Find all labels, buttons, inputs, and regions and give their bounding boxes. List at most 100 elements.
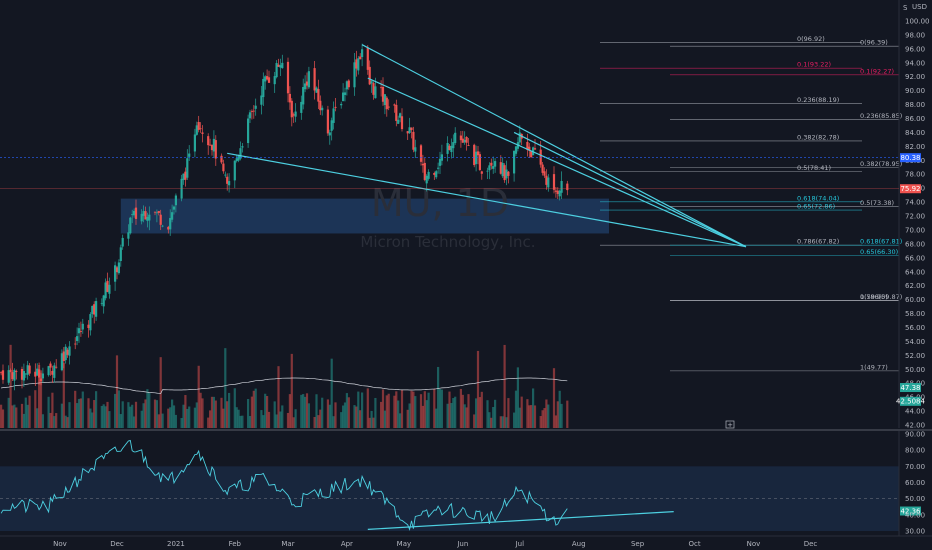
candle-body (395, 104, 398, 121)
y-tick-label: 66.00 (905, 254, 925, 262)
candle-body (9, 370, 12, 372)
fib-label: 0.236(85.85) (860, 112, 902, 120)
fib-label: 0.382(82.78) (797, 133, 839, 141)
x-tick-label: 2021 (167, 540, 185, 548)
volume-bar (435, 408, 438, 428)
rsi-axis[interactable]: 30.00 40.00 50.00 60.00 70.00 80.00 90.00 (905, 431, 925, 536)
candle-body (133, 210, 136, 216)
candle-body (463, 139, 466, 143)
volume-bar (450, 403, 453, 428)
volume-bar (220, 397, 223, 428)
volume-bar (488, 412, 491, 428)
candle-body (556, 190, 559, 194)
volume-bar (129, 406, 132, 428)
volume-bar (423, 391, 426, 428)
candle-body (104, 282, 107, 299)
candle-body (267, 77, 271, 83)
candle-body (383, 94, 386, 106)
candle-body (266, 76, 269, 80)
candle-body (142, 211, 145, 216)
candle-body (340, 103, 343, 106)
volume-bar (302, 394, 305, 428)
time-axis[interactable]: Nov Dec 2021 Feb Mar Apr May Jun Jul Aug Sep Oct Nov… (53, 540, 817, 548)
volume-bar (547, 404, 550, 428)
rsi-trendline[interactable] (367, 511, 674, 530)
rsi-y-tick-label: 30.00 (905, 528, 925, 536)
fib-label: 0.1(93.22) (797, 61, 831, 69)
volume-bar (209, 410, 212, 428)
volume-bar (427, 392, 430, 428)
volume-bar (514, 390, 518, 428)
volume-bar (353, 405, 356, 428)
rsi-value-label: 42.36 (900, 507, 921, 515)
volume-bar (104, 406, 107, 428)
candle-body (195, 125, 198, 135)
candle-body (20, 369, 24, 380)
candle-body (448, 145, 451, 150)
candle-body (437, 167, 440, 169)
candle-body (518, 132, 521, 143)
candle-body (454, 132, 457, 143)
volume-bar (171, 399, 174, 428)
volume-bar (87, 398, 90, 428)
candle-body (188, 153, 191, 157)
y-tick-label: 60.00 (905, 296, 925, 304)
price-badge-label: 75.92 (900, 185, 920, 193)
trendline[interactable] (513, 131, 747, 248)
volume-bar (119, 414, 122, 428)
price-badge-label: 80.38 (900, 154, 920, 162)
candle-body (554, 190, 557, 192)
candle-body (406, 131, 409, 134)
volume-bar (180, 417, 183, 428)
candle-body (435, 171, 438, 178)
candle-body (114, 265, 117, 282)
volume-bar (49, 412, 52, 428)
volume-bar (26, 404, 29, 428)
candle-body (260, 95, 263, 105)
candle-body (53, 365, 56, 378)
candle-body (117, 262, 120, 274)
candle-body (235, 158, 238, 162)
candle-body (368, 66, 371, 85)
volume-bar (184, 395, 187, 428)
fib-label: 0(96.39) (860, 39, 888, 47)
candle-body (514, 146, 518, 154)
trendline[interactable] (227, 152, 747, 248)
candle-body (76, 336, 79, 342)
price-badge (900, 383, 921, 393)
volume-bar (505, 417, 508, 428)
y-tick-label: 98.00 (905, 31, 925, 39)
candle-body (241, 146, 244, 148)
volume-settings-icon[interactable] (725, 420, 735, 429)
volume-bar (393, 395, 396, 428)
candle-body (121, 237, 124, 247)
volume-bar (459, 388, 462, 428)
volume-bar (286, 412, 290, 428)
candle-body (79, 331, 82, 332)
volume-bar (212, 396, 215, 428)
volume-bar (400, 389, 404, 428)
volume-bar (41, 414, 44, 428)
candle-body (100, 303, 103, 304)
volume-bar (197, 365, 200, 428)
volume-bar (77, 398, 81, 428)
volume-bar (1, 409, 5, 428)
price-axis[interactable]: 42.0044.0046.0048.0050.0052.0054.0056.00… (905, 18, 930, 430)
volume-bar (7, 397, 10, 428)
trendline[interactable] (367, 77, 747, 248)
candle-body (452, 142, 455, 149)
candle-body (167, 226, 170, 230)
volume-bar (501, 416, 504, 428)
volume-bar (148, 392, 151, 428)
fib-label: 0.65(66.30) (860, 248, 898, 256)
x-tick-label: Dec (110, 540, 124, 548)
trendline[interactable] (361, 44, 747, 248)
candle-body (13, 369, 16, 381)
candle-body (446, 143, 449, 154)
volume-bar (140, 410, 143, 428)
candle-body (425, 175, 428, 184)
candle-body (207, 136, 210, 146)
candle-body (302, 87, 305, 105)
volume-bar (408, 403, 411, 428)
